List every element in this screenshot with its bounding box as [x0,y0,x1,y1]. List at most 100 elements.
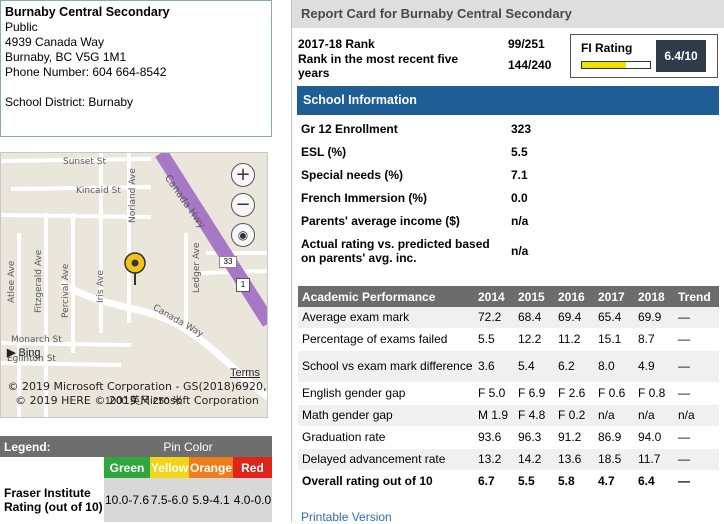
school-address: 4939 Canada Way [5,35,104,49]
perf-cell: F 0.6 [594,382,634,405]
report-card: Report Card for Burnaby Central Secondar… [291,0,724,524]
perf-cell: — [674,328,719,351]
school-district: School District: Burnaby [5,95,134,109]
map-scale: 1000 英尺 250 米 [105,396,183,407]
perf-cell: 18.5 [594,448,634,471]
info-value: n/a [511,244,529,258]
perf-cell: 5.4 [514,350,554,383]
perf-cell: n/a [674,404,719,427]
perf-cell: 15.1 [594,328,634,351]
table-row: English gender gap F 5.0 F 6.9 F 2.6 F 0.6 F … [298,382,719,405]
perf-cell: M 1.9 [474,404,514,427]
perf-cell: n/a [634,404,674,427]
perf-header: Trend [674,286,719,307]
perf-cell: 72.2 [474,307,514,329]
fi-rating-label: FI Rating [581,41,633,55]
street-label: Kincaid St [76,186,121,196]
perf-cell: — [674,470,719,493]
perf-header: 2018 [634,286,674,307]
perf-cell: 8.0 [594,350,634,383]
perf-header: 2017 [594,286,634,307]
perf-cell: 4.9 [634,350,674,383]
route-shield: 33 [219,256,237,268]
pin-color-label: Pin Color [163,439,213,454]
zoom-out-button[interactable]: − [231,193,255,217]
table-row: Overall rating out of 10 6.7 5.5 5.8 4.7 6.4— [298,470,719,493]
rank-value: 99/251 [508,37,545,51]
legend-yellow: Yellow [150,457,190,478]
street-label: Percival Ave [61,263,71,318]
perf-metric-label: English gender gap [298,382,474,405]
info-label: ESL (%) [301,145,347,159]
info-label: French Immersion (%) [301,191,428,205]
perf-cell: F 0.2 [554,404,594,427]
perf-header: Academic Performance [298,286,474,307]
info-value: 0.0 [511,191,528,205]
map-terms-link[interactable]: Terms [230,367,260,379]
info-label: Special needs (%) [301,168,404,182]
perf-cell: 8.7 [634,328,674,351]
perf-cell: 96.3 [514,426,554,449]
perf-cell: 11.7 [634,448,674,471]
perf-cell: 12.2 [514,328,554,351]
perf-cell: 94.0 [634,426,674,449]
perf-metric-label: Percentage of exams failed [298,328,474,351]
legend-orange: Orange [189,457,233,478]
perf-cell: F 4.8 [514,404,554,427]
perf-cell: 14.2 [514,448,554,471]
perf-cell: — [674,350,719,383]
street-label: Norland Ave [128,168,138,223]
perf-cell: 86.9 [594,426,634,449]
perf-header: 2015 [514,286,554,307]
fi-rating-score: 6.4/10 [656,40,706,72]
perf-cell: 6.7 [474,470,514,493]
table-row: Math gender gap M 1.9 F 4.8 F 0.2 n/a n/a n/a [298,404,719,427]
perf-metric-label: Graduation rate [298,426,474,449]
map-view[interactable]: Sunset St Kincaid St Norland Ave Canada … [0,152,268,418]
table-row: Average exam mark 72.2 68.4 69.4 65.4 69.9— [298,307,719,329]
route-shield: 1 [236,278,250,292]
perf-cell: 5.5 [474,328,514,351]
zoom-in-button[interactable]: + [231,163,255,187]
perf-cell: 5.8 [554,470,594,493]
school-type: Public [5,20,38,34]
info-label: Gr 12 Enrollment [301,122,398,136]
school-info-card: Burnaby Central Secondary Public 4939 Ca… [0,0,272,137]
bing-logo: ▶ Bing [7,347,41,359]
perf-header: 2014 [474,286,514,307]
table-row: School vs exam mark difference 3.6 5.4 6.2 8… [298,350,719,383]
legend-rating-label: Fraser Institute Rating (out of 10) [4,486,103,514]
perf-cell: F 5.0 [474,382,514,405]
perf-cell: 6.2 [554,350,594,383]
info-value: 5.5 [511,145,528,159]
perf-cell: 93.6 [474,426,514,449]
info-value: n/a [511,214,529,228]
perf-cell: 69.9 [634,307,674,329]
perf-cell: 13.2 [474,448,514,471]
street-label: Fitzgerald Ave [34,249,44,313]
street-label: Sunset St [63,157,106,167]
perf-cell: n/a [594,404,634,427]
academic-performance-table: Academic Performance 2014 2015 2016 2017… [298,286,719,493]
map-type-button[interactable]: ◉ [231,223,255,247]
printable-version-link[interactable]: Printable Version [301,510,392,524]
info-label: Actual rating vs. predicted based on par… [301,237,490,265]
school-city: Burnaby, BC V5G 1M1 [5,50,127,64]
five-year-rank-label: Rank in the most recent five years [298,52,459,80]
legend-range: 4.0-0.0 [232,478,272,522]
school-phone: Phone Number: 604 664-8542 [5,65,167,79]
perf-cell: — [674,426,719,449]
info-value: 323 [511,122,532,136]
perf-cell: 11.2 [554,328,594,351]
map-copyright: © 2019 Microsoft Corporation - GS(2018)6… [7,380,267,407]
perf-cell: — [674,382,719,405]
perf-cell: 69.4 [554,307,594,329]
fi-rating-bar-fill [582,62,626,68]
perf-cell: 68.4 [514,307,554,329]
street-label: Atlee Ave [7,260,17,303]
perf-cell: 65.4 [594,307,634,329]
perf-metric-label: Delayed advancement rate [298,448,474,471]
table-row: Graduation rate 93.6 96.3 91.2 86.9 94.0— [298,426,719,449]
legend-green: Green [104,457,151,478]
perf-cell: 5.5 [514,470,554,493]
